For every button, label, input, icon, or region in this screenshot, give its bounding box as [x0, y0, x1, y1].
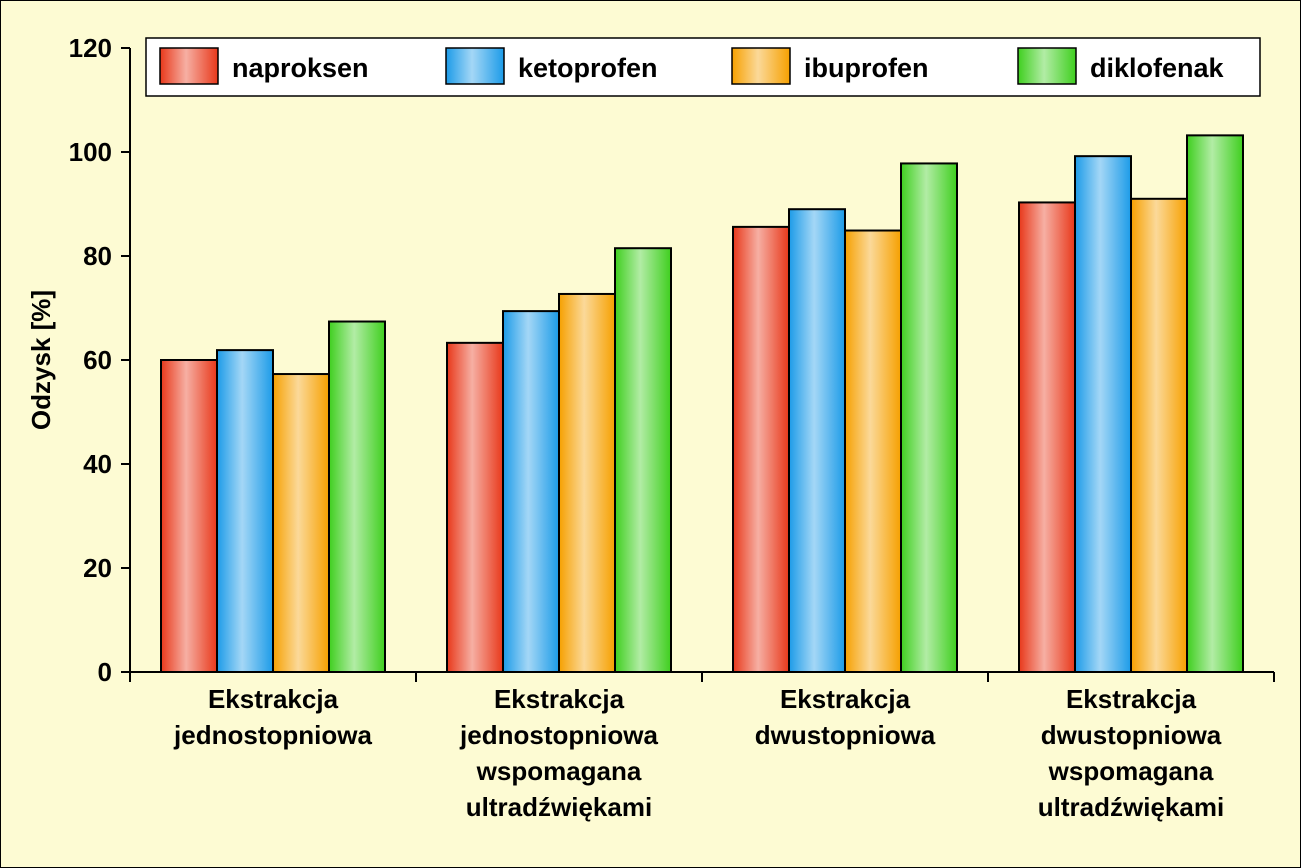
x-category-label: Ekstrakcja dwustopniowa: [755, 684, 936, 750]
bar-naproksen: [160, 359, 218, 673]
bar-ibuprofen: [844, 229, 902, 674]
legend-label-ibuprofen: ibuprofen: [804, 53, 928, 83]
bar-ketoprofen: [502, 310, 560, 673]
bar-ketoprofen: [216, 349, 274, 673]
legend-label-diklofenak: diklofenak: [1090, 53, 1225, 83]
legend-swatch-ibuprofen: [731, 47, 791, 85]
y-tick-label: 40: [83, 449, 112, 479]
bar-diklofenak: [614, 247, 672, 673]
y-tick-label: 20: [83, 553, 112, 583]
legend-swatch-ketoprofen: [445, 47, 505, 85]
bar-ibuprofen: [558, 292, 616, 673]
legend-swatch-diklofenak: [1017, 47, 1077, 85]
bar-ketoprofen: [788, 208, 846, 673]
bar-ibuprofen: [272, 373, 330, 673]
bar-naproksen: [446, 341, 504, 673]
bar-diklofenak: [328, 320, 386, 673]
x-category-label: Ekstrakcja jednostopniowa: [173, 684, 372, 750]
bar-diklofenak: [900, 162, 958, 673]
y-tick-label: 120: [69, 33, 112, 63]
y-tick-label: 60: [83, 345, 112, 375]
y-tick-label: 80: [83, 241, 112, 271]
legend-swatch-naproksen: [159, 47, 219, 85]
bar-ibuprofen: [1130, 197, 1188, 674]
bar-ketoprofen: [1074, 155, 1132, 674]
legend-label-ketoprofen: ketoprofen: [518, 53, 658, 83]
x-category-label: Ekstrakcja dwustopniowa wspomagana ultradźw…: [1038, 684, 1224, 822]
bar-diklofenak: [1186, 134, 1244, 674]
y-tick-label: 100: [69, 137, 112, 167]
x-category-label: Ekstrakcja jednostopniowa wspomagana ultrad…: [459, 684, 658, 822]
bar-naproksen: [1018, 201, 1076, 673]
legend-label-naproksen: naproksen: [232, 53, 369, 83]
y-tick-label: 0: [98, 657, 112, 687]
bar-naproksen: [732, 225, 790, 673]
y-axis-title: Odzysk [%]: [26, 290, 56, 430]
